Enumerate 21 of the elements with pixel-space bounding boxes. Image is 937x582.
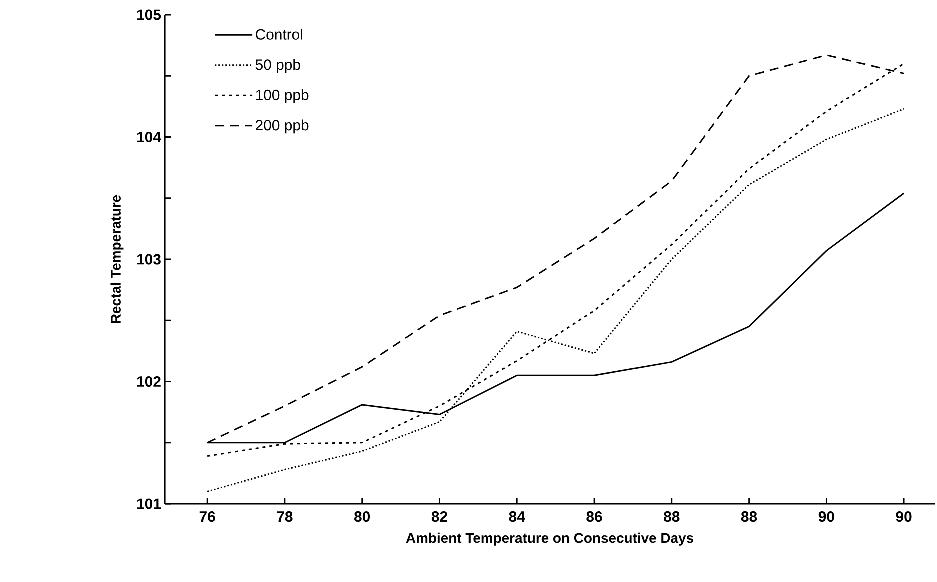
y-axis-title: Rectal Temperature [110,195,124,324]
y-tick-label: 104 [137,132,162,143]
y-tick-label: 101 [137,498,162,510]
x-tick-label: 82 [432,512,448,522]
legend-label: 200 ppb [256,120,309,134]
x-tick-label: 86 [586,512,602,522]
legend-label: Control [256,28,302,40]
x-tick-label: 84 [509,512,526,522]
legend-label: 50 ppb [256,59,300,74]
x-tick-label: 76 [200,512,216,522]
x-tick-label: 80 [354,512,370,522]
x-tick-label: 88 [664,512,680,522]
x-tick-label: 88 [741,512,758,522]
y-tick-label: 102 [137,376,161,388]
y-tick-label: 105 [137,10,162,20]
x-tick-label: 78 [277,512,293,522]
y-tick-label: 103 [137,254,161,265]
x-tick-label: 90 [818,512,834,522]
x-tick-label: 90 [896,512,912,522]
x-axis-title: Ambient Temperature on Consecutive Days [406,532,694,546]
legend-label: 100 ppb [256,89,309,104]
